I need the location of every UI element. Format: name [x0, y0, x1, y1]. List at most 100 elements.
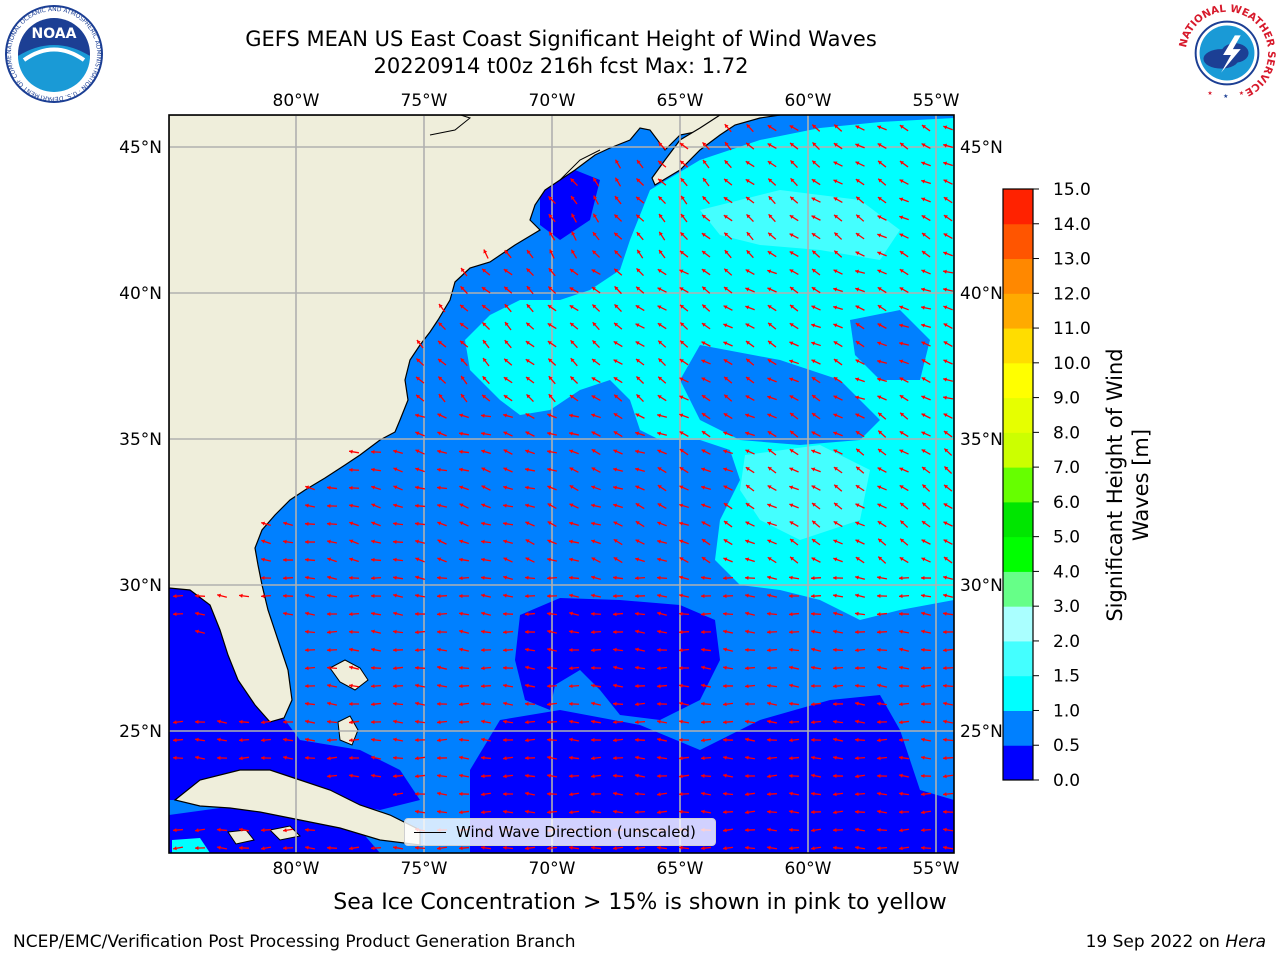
- wave-arrow: [612, 647, 624, 652]
- wave-arrow: [767, 322, 777, 330]
- wave-arrow: [480, 719, 492, 724]
- wave-arrow: [636, 231, 644, 241]
- wave-arrow: [458, 773, 470, 778]
- wave-arrow: [502, 665, 514, 670]
- wave-arrow: [680, 195, 688, 205]
- colorbar-segment: [1003, 189, 1033, 225]
- wave-arrow: [194, 629, 206, 634]
- wave-arrow: [657, 484, 667, 492]
- wave-arrow: [370, 611, 382, 616]
- wave-arrow: [921, 323, 931, 329]
- wave-arrow: [789, 359, 799, 365]
- wave-arrow: [260, 557, 272, 562]
- wave-arrow: [722, 828, 734, 833]
- wave-arrow: [502, 593, 514, 598]
- wave-arrow: [877, 142, 887, 150]
- wave-arrow: [811, 341, 821, 347]
- wave-arrow: [723, 485, 733, 491]
- wave-arrow: [943, 413, 953, 419]
- colorbar-label: Significant Height of Wind Waves [m]: [1103, 348, 1153, 622]
- wave-arrow: [789, 124, 799, 132]
- wave-arrow: [943, 161, 953, 167]
- wave-arrow: [702, 195, 710, 205]
- wave-arrow: [899, 538, 909, 546]
- wave-arrow: [678, 665, 690, 671]
- wave-arrow: [855, 143, 865, 149]
- wave-arrow: [766, 611, 778, 616]
- wave-arrow: [656, 413, 668, 418]
- wave-arrow: [678, 792, 690, 797]
- wave-arrow: [569, 484, 579, 492]
- wave-arrow: [458, 593, 470, 599]
- colorbar-segment: [1003, 397, 1033, 433]
- wave-arrow: [547, 413, 557, 419]
- wave-arrow: [414, 756, 426, 761]
- wave-arrow: [700, 629, 712, 635]
- wave-arrow: [568, 737, 580, 742]
- wave-arrow: [238, 719, 250, 724]
- wave-arrow: [811, 268, 821, 276]
- wave-arrow: [326, 593, 338, 598]
- wave-arrow: [481, 394, 491, 402]
- wave-arrow: [658, 231, 666, 241]
- wave-arrow: [745, 449, 755, 455]
- wave-arrow: [370, 755, 382, 760]
- wave-arrow: [854, 648, 866, 653]
- wave-arrow: [592, 213, 600, 223]
- wave-arrow: [590, 521, 602, 526]
- wave-arrow: [569, 376, 579, 384]
- wave-arrow: [811, 124, 821, 132]
- wave-arrow: [436, 773, 448, 778]
- wave-arrow: [482, 375, 490, 385]
- wave-arrow: [745, 484, 755, 492]
- wave-arrow: [326, 701, 338, 706]
- wave-arrow: [612, 846, 624, 851]
- colorbar-tick-label: 8.0: [1053, 423, 1080, 443]
- wave-arrow: [745, 502, 755, 510]
- wave-arrow: [282, 611, 294, 616]
- wave-arrow: [546, 791, 558, 796]
- wave-arrow: [326, 774, 338, 779]
- wave-arrow: [855, 232, 865, 240]
- wave-arrow: [304, 593, 316, 598]
- wave-arrow: [877, 520, 887, 528]
- wave-arrow: [876, 593, 888, 599]
- wave-arrow: [678, 719, 690, 724]
- wave-arrow: [436, 629, 448, 635]
- wave-arrow: [877, 485, 887, 491]
- wave-arrow: [415, 467, 425, 473]
- wave-arrow: [370, 773, 382, 778]
- wave-arrow: [855, 305, 865, 311]
- lon-tick-top: 75°W: [401, 91, 448, 111]
- wave-arrow: [723, 341, 733, 347]
- wave-arrow: [832, 755, 844, 760]
- wave-arrow: [767, 539, 777, 545]
- wave-arrow: [833, 196, 843, 204]
- wave-arrow: [722, 755, 734, 760]
- wave-arrow: [370, 629, 382, 634]
- wave-arrow: [612, 773, 624, 778]
- wave-arrow: [943, 305, 953, 311]
- wave-arrow: [370, 467, 382, 472]
- wave-arrow: [326, 756, 338, 761]
- wave-arrow: [745, 287, 755, 293]
- wave-arrow: [833, 124, 843, 132]
- wave-arrow: [656, 593, 668, 598]
- wave-arrow: [942, 737, 954, 742]
- wave-arrow: [636, 249, 644, 259]
- wave-arrow: [920, 647, 932, 652]
- wave-arrow: [899, 142, 909, 150]
- wave-arrow: [261, 521, 271, 527]
- wave-arrow: [854, 575, 866, 580]
- wave-arrow: [877, 377, 887, 382]
- wave-arrow: [524, 467, 536, 472]
- wave-arrow: [921, 214, 931, 222]
- wave-arrow: [678, 648, 690, 653]
- wave-arrow: [854, 395, 866, 400]
- wave-arrow: [371, 521, 381, 527]
- wave-arrow: [767, 358, 777, 366]
- wave-arrow: [679, 304, 689, 312]
- colorbar-segment: [1003, 675, 1033, 711]
- wave-arrow: [810, 594, 822, 599]
- wave-arrow: [569, 503, 579, 509]
